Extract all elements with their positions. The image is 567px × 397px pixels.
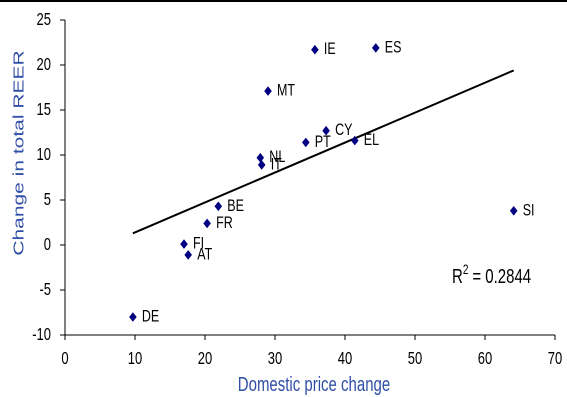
point-marker-ie <box>311 44 319 55</box>
x-tick-label: 20 <box>198 349 212 368</box>
r-squared-symbol: R <box>452 265 463 288</box>
y-tick-label: -5 <box>39 280 51 299</box>
point-marker-el <box>351 135 359 146</box>
x-axis-title: Domestic price change <box>238 373 390 396</box>
x-tick-label: 10 <box>128 349 142 368</box>
top-border-line <box>0 0 567 2</box>
point-marker-fr <box>203 218 211 229</box>
r-squared-exponent: 2 <box>463 261 469 277</box>
data-point-at: AT <box>184 246 212 264</box>
point-marker-at <box>184 250 192 260</box>
x-tick-label: 60 <box>478 349 492 368</box>
point-label-mt: MT <box>277 82 295 100</box>
point-marker-nl <box>256 152 265 163</box>
data-point-nl: NL <box>256 149 285 167</box>
point-label-fr: FR <box>216 214 233 232</box>
point-label-nl: NL <box>269 149 285 167</box>
point-label-be: BE <box>227 197 244 215</box>
r-squared-label: R2 = 0.2844 <box>452 261 531 287</box>
trendline <box>132 69 515 235</box>
point-marker-be <box>214 201 223 212</box>
point-marker-it <box>257 160 266 170</box>
y-tick-label: -10 <box>32 325 51 344</box>
data-point-ie: IE <box>311 41 336 59</box>
x-tick-label: 30 <box>268 349 282 368</box>
point-label-at: AT <box>197 246 212 264</box>
point-marker-fi <box>180 239 188 249</box>
data-point-cy: CY <box>322 122 353 140</box>
point-label-fi: FI <box>193 235 204 253</box>
point-label-ie: IE <box>324 41 336 59</box>
data-point-it: IT <box>257 156 282 174</box>
x-tick-label: 70 <box>548 349 562 368</box>
x-tick-label: 0 <box>61 349 68 368</box>
data-point-be: BE <box>214 197 244 215</box>
y-tick-label: 25 <box>37 10 51 29</box>
point-label-es: ES <box>385 39 402 57</box>
point-label-el: EL <box>364 132 379 150</box>
data-point-mt: MT <box>264 82 295 100</box>
point-label-si: SI <box>523 202 535 220</box>
r-squared-value: = 0.2844 <box>472 265 531 288</box>
point-marker-mt <box>264 86 272 96</box>
x-tick-label: 50 <box>408 349 422 368</box>
data-point-fr: FR <box>203 214 233 232</box>
data-point-pt: PT <box>302 133 331 151</box>
data-point-es: ES <box>372 39 402 57</box>
point-marker-de <box>129 312 137 322</box>
y-tick-label: 0 <box>44 235 51 254</box>
point-marker-cy <box>322 125 330 136</box>
data-point-de: DE <box>129 308 159 326</box>
point-marker-es <box>372 43 380 53</box>
point-label-it: IT <box>271 156 282 174</box>
y-axis-title: Change in total REER <box>9 50 26 255</box>
data-point-si: SI <box>509 202 535 220</box>
point-label-cy: CY <box>335 122 352 140</box>
y-tick-label: 10 <box>37 145 51 164</box>
point-label-de: DE <box>142 308 159 326</box>
data-point-el: EL <box>351 132 379 150</box>
point-marker-pt <box>302 137 310 148</box>
y-tick-label: 5 <box>44 190 51 209</box>
y-tick-label: 15 <box>37 100 51 119</box>
point-label-pt: PT <box>315 133 331 151</box>
data-point-fi: FI <box>180 235 204 253</box>
y-tick-label: 20 <box>37 55 51 74</box>
point-marker-si <box>509 206 518 216</box>
x-tick-label: 40 <box>338 349 352 368</box>
